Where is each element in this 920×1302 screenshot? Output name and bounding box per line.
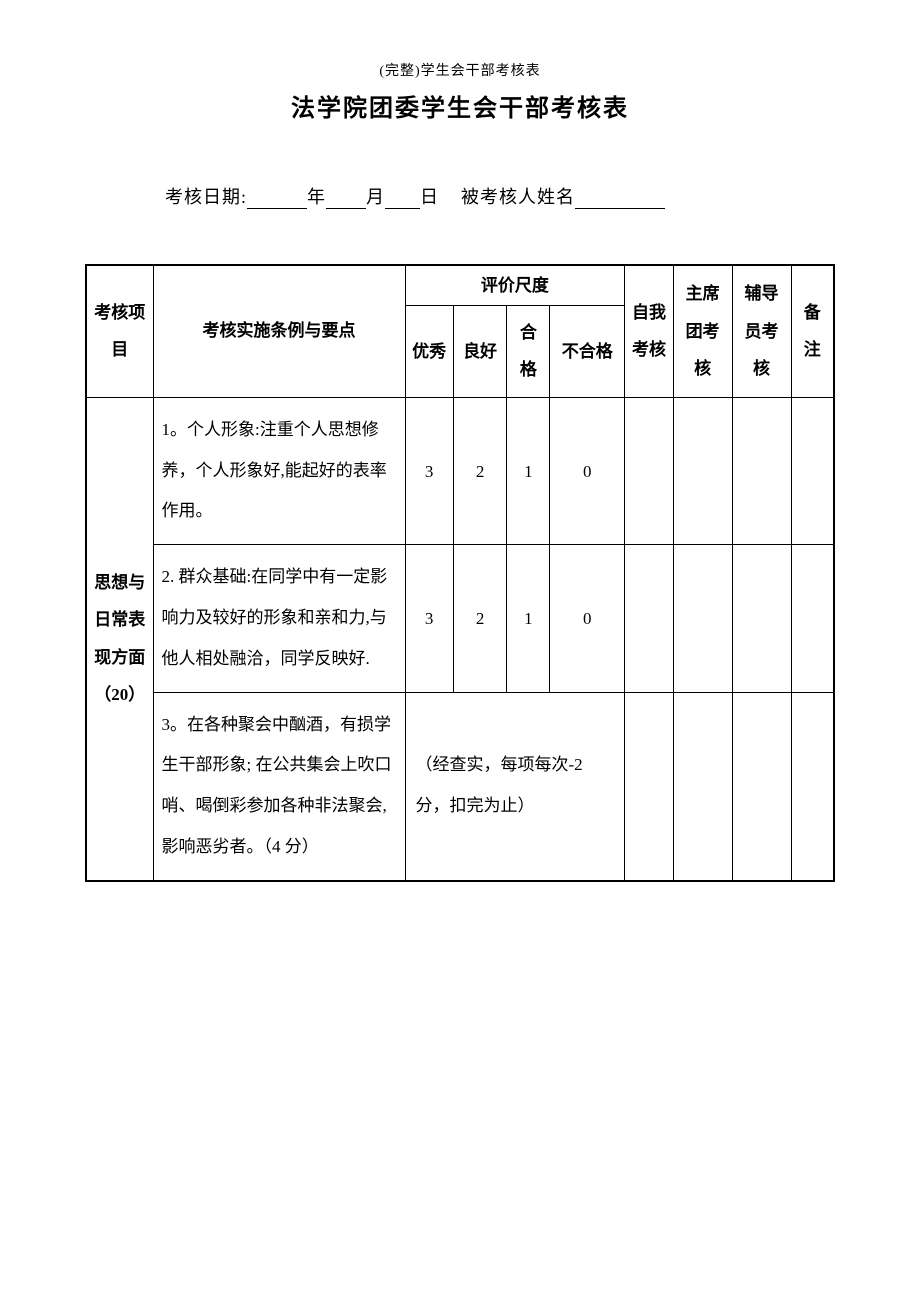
header-self: 自我考核	[625, 265, 673, 397]
criteria-cell: 1。个人形象:注重个人思想修养，个人形象好,能起好的表率作用。	[153, 397, 405, 544]
chair-cell	[673, 692, 732, 881]
self-cell	[625, 692, 673, 881]
header-excellent: 优秀	[405, 306, 453, 398]
self-cell	[625, 545, 673, 692]
note-cell	[791, 692, 834, 881]
name-label: 被考核人姓名	[461, 187, 575, 207]
name-blank	[575, 187, 665, 209]
note-cell	[791, 397, 834, 544]
chair-cell	[673, 545, 732, 692]
day-label: 日	[420, 187, 439, 207]
tutor-cell	[732, 692, 791, 881]
table-row: 思想与日常表现方面（20） 1。个人形象:注重个人思想修养，个人形象好,能起好的…	[86, 397, 834, 544]
day-blank	[385, 187, 420, 209]
header-note: (完整)学生会干部考核表	[85, 60, 835, 80]
table-row: 2. 群众基础:在同学中有一定影响力及较好的形象和亲和力,与他人相处融洽，同学反…	[86, 545, 834, 692]
score-excellent: 3	[405, 545, 453, 692]
score-pass: 1	[507, 397, 550, 544]
tutor-cell	[732, 397, 791, 544]
page-title: 法学院团委学生会干部考核表	[85, 88, 835, 123]
date-prefix: 考核日期:	[165, 187, 247, 207]
header-tutor: 辅导员考核	[732, 265, 791, 397]
self-cell	[625, 397, 673, 544]
month-label: 月	[366, 187, 385, 207]
chair-cell	[673, 397, 732, 544]
header-good: 良好	[453, 306, 507, 398]
date-line: 考核日期: 年 月 日 被考核人姓名	[85, 183, 835, 209]
header-note: 备注	[791, 265, 834, 397]
table-row: 3。在各种聚会中酗酒，有损学生干部形象; 在公共集会上吹口哨、喝倒彩参加各种非法…	[86, 692, 834, 881]
penalty-cell: （经查实，每项每次-2 分，扣完为止）	[405, 692, 625, 881]
category-cell: 思想与日常表现方面（20）	[86, 397, 153, 880]
score-excellent: 3	[405, 397, 453, 544]
score-pass: 1	[507, 545, 550, 692]
note-cell	[791, 545, 834, 692]
header-category: 考核项目	[86, 265, 153, 397]
header-scale: 评价尺度	[405, 265, 625, 306]
header-pass: 合格	[507, 306, 550, 398]
header-criteria: 考核实施条例与要点	[153, 265, 405, 397]
tutor-cell	[732, 545, 791, 692]
score-fail: 0	[550, 397, 625, 544]
month-blank	[326, 187, 366, 209]
score-fail: 0	[550, 545, 625, 692]
header-fail: 不合格	[550, 306, 625, 398]
score-good: 2	[453, 397, 507, 544]
score-good: 2	[453, 545, 507, 692]
header-chair: 主席团考核	[673, 265, 732, 397]
assessment-table: 考核项目 考核实施条例与要点 评价尺度 自我考核 主席团考核 辅导员考核 备注 …	[85, 264, 835, 882]
year-label: 年	[307, 187, 326, 207]
criteria-cell: 3。在各种聚会中酗酒，有损学生干部形象; 在公共集会上吹口哨、喝倒彩参加各种非法…	[153, 692, 405, 881]
criteria-cell: 2. 群众基础:在同学中有一定影响力及较好的形象和亲和力,与他人相处融洽，同学反…	[153, 545, 405, 692]
year-blank	[247, 187, 307, 209]
